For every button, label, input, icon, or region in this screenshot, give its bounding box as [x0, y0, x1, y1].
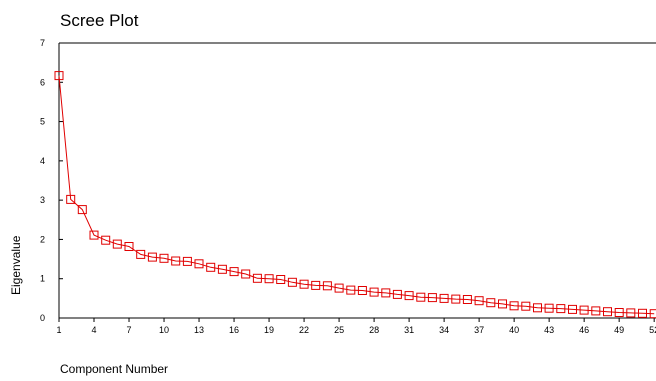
- data-point-marker: [568, 304, 577, 314]
- series-line: [58, 75, 655, 315]
- data-point-marker: [486, 298, 496, 308]
- data-point-marker: [427, 293, 437, 303]
- data-point-marker: [638, 308, 647, 318]
- series-layer: [54, 71, 656, 319]
- y-tick-label: 1: [40, 274, 45, 284]
- x-tick-label: 28: [369, 325, 379, 335]
- data-point-marker: [77, 205, 87, 215]
- x-tick-label: 1: [56, 325, 61, 335]
- data-point-marker: [299, 279, 309, 289]
- data-point-marker: [579, 305, 589, 315]
- data-point-marker: [194, 259, 204, 269]
- y-tick-label: 0: [40, 313, 45, 323]
- data-point-marker: [206, 262, 216, 272]
- data-point-marker: [136, 249, 146, 259]
- data-point-marker: [521, 301, 531, 311]
- data-point-marker: [649, 309, 656, 319]
- data-point-marker: [334, 283, 344, 293]
- data-point-marker: [252, 273, 262, 283]
- data-point-marker: [241, 269, 251, 279]
- x-tick-label: 43: [544, 325, 554, 335]
- data-point-marker: [101, 235, 111, 245]
- x-tick-label: 46: [579, 325, 589, 335]
- data-point-marker: [287, 277, 297, 287]
- y-tick-label: 3: [40, 195, 45, 205]
- data-point-marker: [147, 252, 157, 262]
- data-point-marker: [451, 294, 461, 304]
- x-tick-label: 25: [334, 325, 344, 335]
- data-point-marker: [474, 296, 484, 306]
- y-tick-label: 6: [40, 77, 45, 87]
- data-point-marker: [159, 253, 169, 263]
- data-point-marker: [217, 264, 227, 274]
- x-tick-label: 7: [127, 325, 132, 335]
- x-tick-label: 34: [439, 325, 449, 335]
- x-tick-label: 22: [299, 325, 309, 335]
- data-point-marker: [462, 295, 472, 304]
- data-point-marker: [264, 274, 274, 284]
- data-point-marker: [182, 256, 192, 266]
- data-point-marker: [626, 308, 636, 318]
- data-point-marker: [322, 281, 332, 291]
- data-point-marker: [381, 288, 391, 298]
- y-axis-label: Eigenvalue: [9, 235, 23, 295]
- y-tick-label: 5: [40, 117, 45, 127]
- data-point-marker: [369, 287, 379, 297]
- data-point-marker: [556, 304, 566, 314]
- data-point-marker: [544, 303, 554, 313]
- data-point-marker: [357, 286, 367, 295]
- data-point-marker: [171, 256, 181, 266]
- chart-title: Scree Plot: [60, 11, 139, 30]
- x-tick-label: 52: [649, 325, 656, 335]
- data-point-marker: [603, 307, 612, 317]
- data-point-marker: [54, 71, 64, 81]
- y-tick-label: 7: [40, 38, 45, 48]
- data-point-marker: [533, 303, 542, 313]
- data-point-marker: [509, 301, 519, 311]
- data-point-marker: [112, 239, 122, 249]
- data-point-marker: [229, 267, 239, 277]
- x-tick-label: 37: [474, 325, 484, 335]
- data-point-marker: [392, 289, 402, 299]
- data-point-marker: [89, 230, 99, 240]
- data-point-marker: [416, 292, 426, 302]
- y-tick-label: 4: [40, 156, 45, 166]
- x-tick-label: 4: [92, 325, 97, 335]
- x-tick-label: 49: [614, 325, 624, 335]
- data-point-marker: [124, 242, 134, 251]
- data-point-marker: [439, 293, 449, 303]
- data-point-marker: [614, 308, 624, 317]
- plot-frame: [58, 42, 656, 319]
- data-point-marker: [66, 194, 76, 204]
- x-tick-label: 10: [159, 325, 169, 335]
- data-point-marker: [404, 291, 414, 301]
- x-tick-label: 40: [509, 325, 519, 335]
- data-point-marker: [498, 299, 507, 309]
- y-tick-label: 2: [40, 234, 45, 244]
- x-axis-ticks: 1 4 7 10 13 16 19 22 25 28 31 34 37 40 43 46 49 52: [56, 318, 656, 335]
- data-point-marker: [346, 285, 356, 295]
- x-tick-label: 19: [264, 325, 274, 335]
- x-tick-label: 13: [194, 325, 204, 335]
- x-tick-label: 16: [229, 325, 239, 335]
- x-tick-label: 31: [404, 325, 414, 335]
- x-axis-label: Component Number: [60, 362, 168, 376]
- data-point-marker: [591, 306, 601, 316]
- data-point-marker: [311, 280, 321, 290]
- data-point-marker: [276, 275, 286, 284]
